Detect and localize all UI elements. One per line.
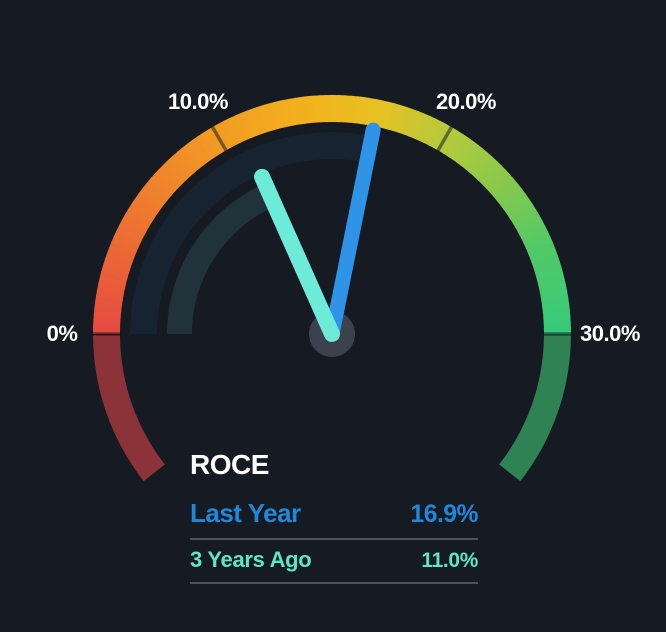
gauge-track-3-years-ago — [167, 183, 276, 335]
gauge-legend: ROCE Last Year 16.9% 3 Years Ago 11.0% — [190, 450, 478, 584]
gauge-tick-label-10: 10.0% — [168, 88, 228, 114]
gauge-tick-label-0: 0% — [46, 321, 78, 346]
gauge-arc-above-max — [498, 333, 571, 482]
legend-label-3-years-ago: 3 Years Ago — [190, 547, 312, 572]
gauge-color-band — [93, 95, 572, 335]
legend-row-3-years-ago[interactable]: 3 Years Ago 11.0% — [190, 540, 478, 584]
gauge-arc-below-min — [93, 334, 166, 482]
gauge-track-last-year — [130, 132, 372, 335]
gauge-needle-3-years-ago — [254, 168, 340, 342]
legend-row-last-year[interactable]: Last Year 16.9% — [190, 496, 478, 540]
gauge-title: ROCE — [190, 449, 269, 480]
gauge-tick-label-30: 30.0% — [580, 321, 640, 346]
gauge-tick-label-20: 20.0% — [436, 88, 496, 114]
gauge-needle-last-year — [324, 122, 381, 342]
gauge-tick-mark-10 — [210, 125, 228, 152]
legend-value-last-year: 16.9% — [410, 501, 478, 528]
gauge-tick-mark-20 — [436, 125, 454, 152]
legend-label-last-year: Last Year — [190, 498, 301, 528]
legend-value-3-years-ago: 11.0% — [421, 549, 478, 572]
